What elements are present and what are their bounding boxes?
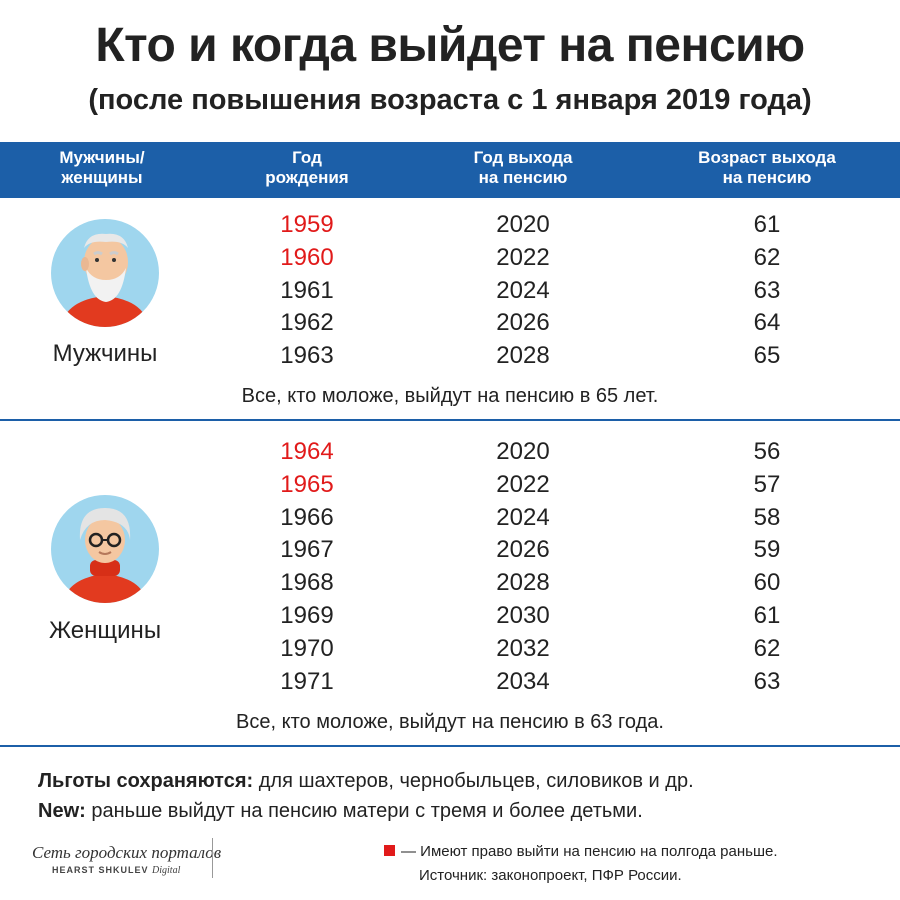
men-retire-cell: 2024: [496, 276, 550, 304]
women-age-cell: 59: [753, 536, 781, 564]
men-retire-cell: 2020: [496, 211, 550, 238]
women-age-cell: 61: [753, 602, 781, 629]
men-birth-cell: 1959: [280, 211, 334, 238]
women-label: Женщины: [48, 617, 162, 644]
section-divider: [0, 419, 900, 421]
women-retire-cell: 2020: [496, 438, 550, 465]
old-woman-avatar-icon: [51, 495, 159, 603]
women-age-cell: 60: [753, 569, 781, 597]
men-age-cell: 62: [753, 243, 781, 271]
women-retire-cell: 2026: [496, 536, 550, 564]
women-birth-cell: 1965: [280, 470, 334, 498]
header-age-line1: Возраст выхода: [698, 148, 836, 167]
women-retire-cell: 2030: [496, 602, 550, 629]
header-gender: Мужчины/ женщины: [12, 148, 192, 188]
benefits-text: для шахтеров, чернобыльцев, силовиков и …: [253, 770, 694, 792]
women-retire-cell: 2032: [496, 634, 550, 662]
men-age-cell: 65: [753, 342, 781, 370]
header-retire-line1: Год выхода: [473, 148, 573, 167]
publisher-logo-line1: Сеть городских порталов: [32, 843, 222, 862]
header-gender-line1: Мужчины/: [59, 148, 145, 167]
header-retire-line2: на пенсию: [478, 168, 568, 187]
header-age-line2: на пенсию: [722, 168, 812, 187]
header-gender-line2: женщины: [61, 168, 143, 187]
women-retire-cell: 2028: [496, 569, 550, 597]
logo-digital: Digital: [152, 865, 181, 876]
women-birth-cell: 1964: [280, 438, 334, 465]
new-line: New: раньше выйдут на пенсию матери с тр…: [38, 800, 643, 823]
women-birth-cell: 1967: [280, 536, 334, 564]
benefits-line: Льготы сохраняются: для шахтеров, черноб…: [38, 770, 694, 793]
bottom-divider: [0, 745, 900, 747]
legend-text: — Имеют право выйти на пенсию на полгода…: [401, 843, 778, 860]
old-man-avatar-icon: [51, 219, 159, 327]
new-label: New:: [38, 800, 86, 822]
men-birth-cell: 1961: [280, 276, 334, 304]
women-age-cell: 62: [753, 634, 781, 662]
men-retire-cell: 2022: [496, 243, 550, 271]
women-retire-cell: 2022: [496, 470, 550, 498]
men-note: Все, кто моложе, выйдут на пенсию в 65 л…: [241, 385, 659, 407]
header-birth-year: Год рождения: [222, 148, 392, 188]
header-birth-line1: Год: [292, 148, 322, 167]
women-retire-cell: 2034: [496, 667, 550, 695]
women-age-cell: 63: [753, 667, 781, 695]
logo-separator: [212, 838, 213, 878]
women-age-cell: 56: [753, 438, 781, 465]
women-age-cell: 58: [753, 503, 781, 531]
men-birth-cell: 1962: [280, 309, 334, 337]
table-header: Мужчины/ женщины Год рождения Год выхода…: [0, 142, 900, 198]
men-age-cell: 64: [753, 309, 781, 337]
women-age-cell: 57: [753, 470, 781, 498]
legend-red-square-icon: [384, 845, 395, 856]
logo-hearst: HEARST SHKULEV: [52, 865, 149, 875]
women-birth-cell: 1971: [280, 667, 334, 695]
men-age-cell: 63: [753, 276, 781, 304]
publisher-logo-line2: HEARST SHKULEV Digital: [52, 865, 180, 876]
page-title: Кто и когда выйдет на пенсию: [95, 19, 805, 72]
men-retire-cell: 2028: [496, 342, 550, 370]
women-birth-cell: 1969: [280, 602, 334, 629]
men-birth-cell: 1963: [280, 342, 334, 370]
men-label: Мужчины: [52, 340, 158, 367]
men-birth-cell: 1960: [280, 243, 334, 271]
women-retire-cell: 2024: [496, 503, 550, 531]
legend: — Имеют право выйти на пенсию на полгода…: [384, 843, 778, 860]
women-note: Все, кто моложе, выйдут на пенсию в 63 г…: [236, 711, 664, 733]
new-text: раньше выйдут на пенсию матери с тремя и…: [85, 800, 643, 822]
page-subtitle: (после повышения возраста с 1 января 201…: [88, 84, 812, 116]
header-retire-year: Год выхода на пенсию: [433, 148, 613, 188]
women-birth-cell: 1966: [280, 503, 334, 531]
source-note: Источник: законопроект, ПФР России.: [419, 867, 682, 884]
header-retire-age: Возраст выхода на пенсию: [657, 148, 877, 188]
header-birth-line2: рождения: [265, 168, 349, 187]
men-retire-cell: 2026: [496, 309, 550, 337]
women-birth-cell: 1968: [280, 569, 334, 597]
women-birth-cell: 1970: [280, 634, 334, 662]
benefits-label: Льготы сохраняются:: [38, 770, 254, 792]
men-age-cell: 61: [753, 211, 781, 238]
